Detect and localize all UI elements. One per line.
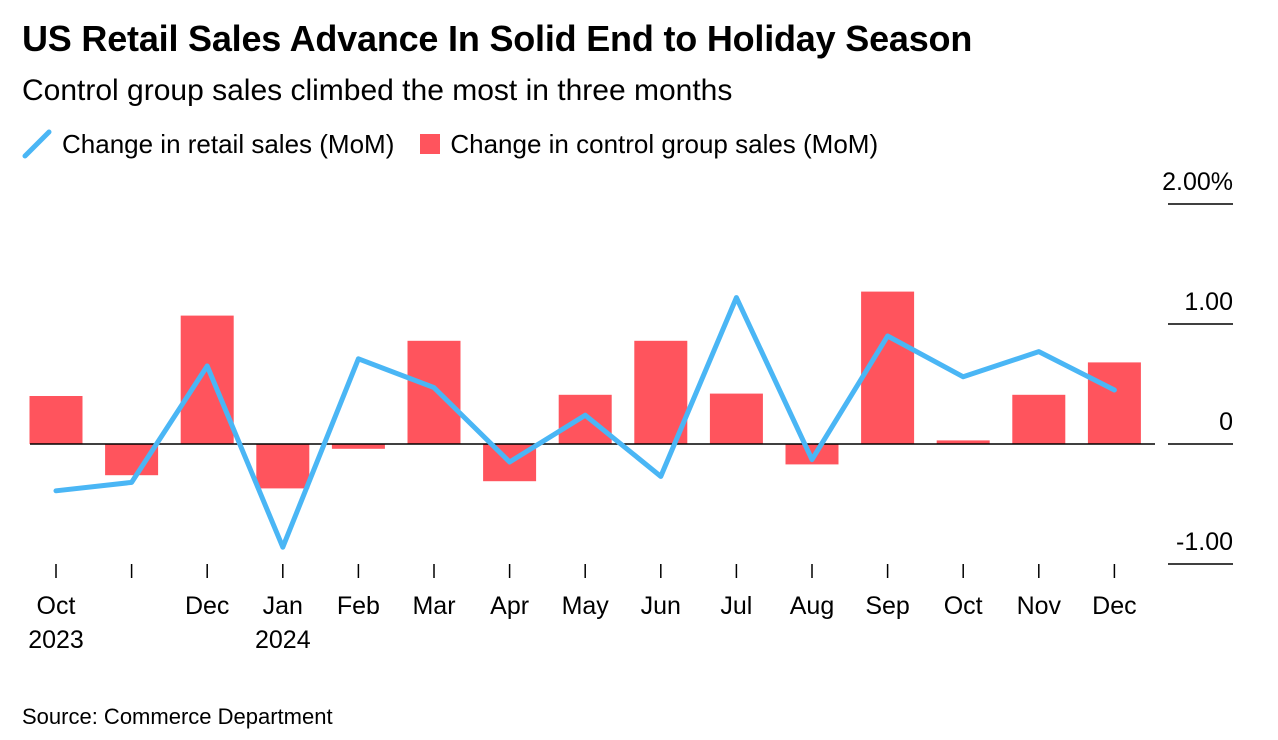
legend-item-control-group: Change in control group sales (MoM) (420, 129, 878, 160)
bar (936, 440, 990, 444)
x-tick-label: Jan (263, 592, 303, 620)
bar (558, 394, 612, 444)
x-tick-label: Dec (185, 592, 229, 620)
line-point (885, 333, 890, 339)
x-tick-label: Jul (720, 592, 752, 620)
x-tick-label: Sep (865, 592, 909, 620)
x-tick-label: Jun (641, 592, 681, 620)
x-tick-label: Dec (1092, 592, 1136, 620)
line-point (507, 459, 512, 465)
line-point (1036, 349, 1042, 354)
x-tick-label: Aug (790, 592, 834, 620)
line-point (431, 385, 437, 390)
chart-title: US Retail Sales Advance In Solid End to … (22, 18, 973, 59)
line-point (205, 363, 210, 369)
y-tick-label: 1.00 (1184, 288, 1233, 316)
bar (709, 393, 763, 444)
legend-label-retail-sales: Change in retail sales (MoM) (62, 128, 395, 159)
line-point (809, 457, 815, 462)
line-point (734, 295, 739, 300)
y-tick-label: -1.00 (1176, 528, 1233, 556)
line-point (961, 374, 966, 379)
bar (1012, 394, 1066, 444)
bar (105, 444, 159, 476)
x-tick-label: Nov (1017, 592, 1062, 620)
x-tick-label: Apr (490, 592, 529, 620)
legend-label-control-group: Change in control group sales (MoM) (450, 128, 879, 159)
bar (1087, 362, 1141, 444)
line-point (280, 545, 285, 550)
bar (331, 444, 385, 449)
line-point (356, 356, 361, 361)
x-tick-label: Oct (37, 592, 76, 620)
legend-line-swatch (22, 129, 52, 159)
bar (634, 340, 688, 444)
line-point (129, 480, 134, 485)
x-tick-label: Mar (412, 592, 455, 620)
y-tick-label: 0 (1219, 408, 1233, 436)
chart-subtitle: Control group sales climbed the most in … (22, 74, 733, 107)
bar (256, 444, 310, 489)
bar (180, 315, 234, 444)
x-tick-label: Oct (944, 592, 983, 620)
line-point (583, 413, 588, 418)
legend-item-retail-sales: Change in retail sales (MoM) (22, 129, 394, 160)
bar (29, 396, 83, 444)
legend-bar-swatch (420, 134, 441, 154)
x-tick-label-year: 2023 (28, 626, 84, 654)
x-tick-label: May (562, 592, 610, 620)
bar (407, 340, 461, 444)
x-tick-label-year: 2024 (255, 626, 311, 654)
line-point (1112, 387, 1117, 393)
chart-legend: Change in retail sales (MoM) Change in c… (22, 128, 904, 160)
y-tick-label: 2.00% (1162, 168, 1233, 196)
source-note: Source: Commerce Department (22, 704, 333, 729)
line-point (53, 488, 59, 493)
line-point (658, 474, 663, 479)
chart-plot-area: 2.00% 1.00 0 -1.00 Oct 2023 Dec Jan 2024 Feb Mar Ap… (28, 168, 1233, 654)
x-tick-label: Feb (337, 592, 380, 620)
